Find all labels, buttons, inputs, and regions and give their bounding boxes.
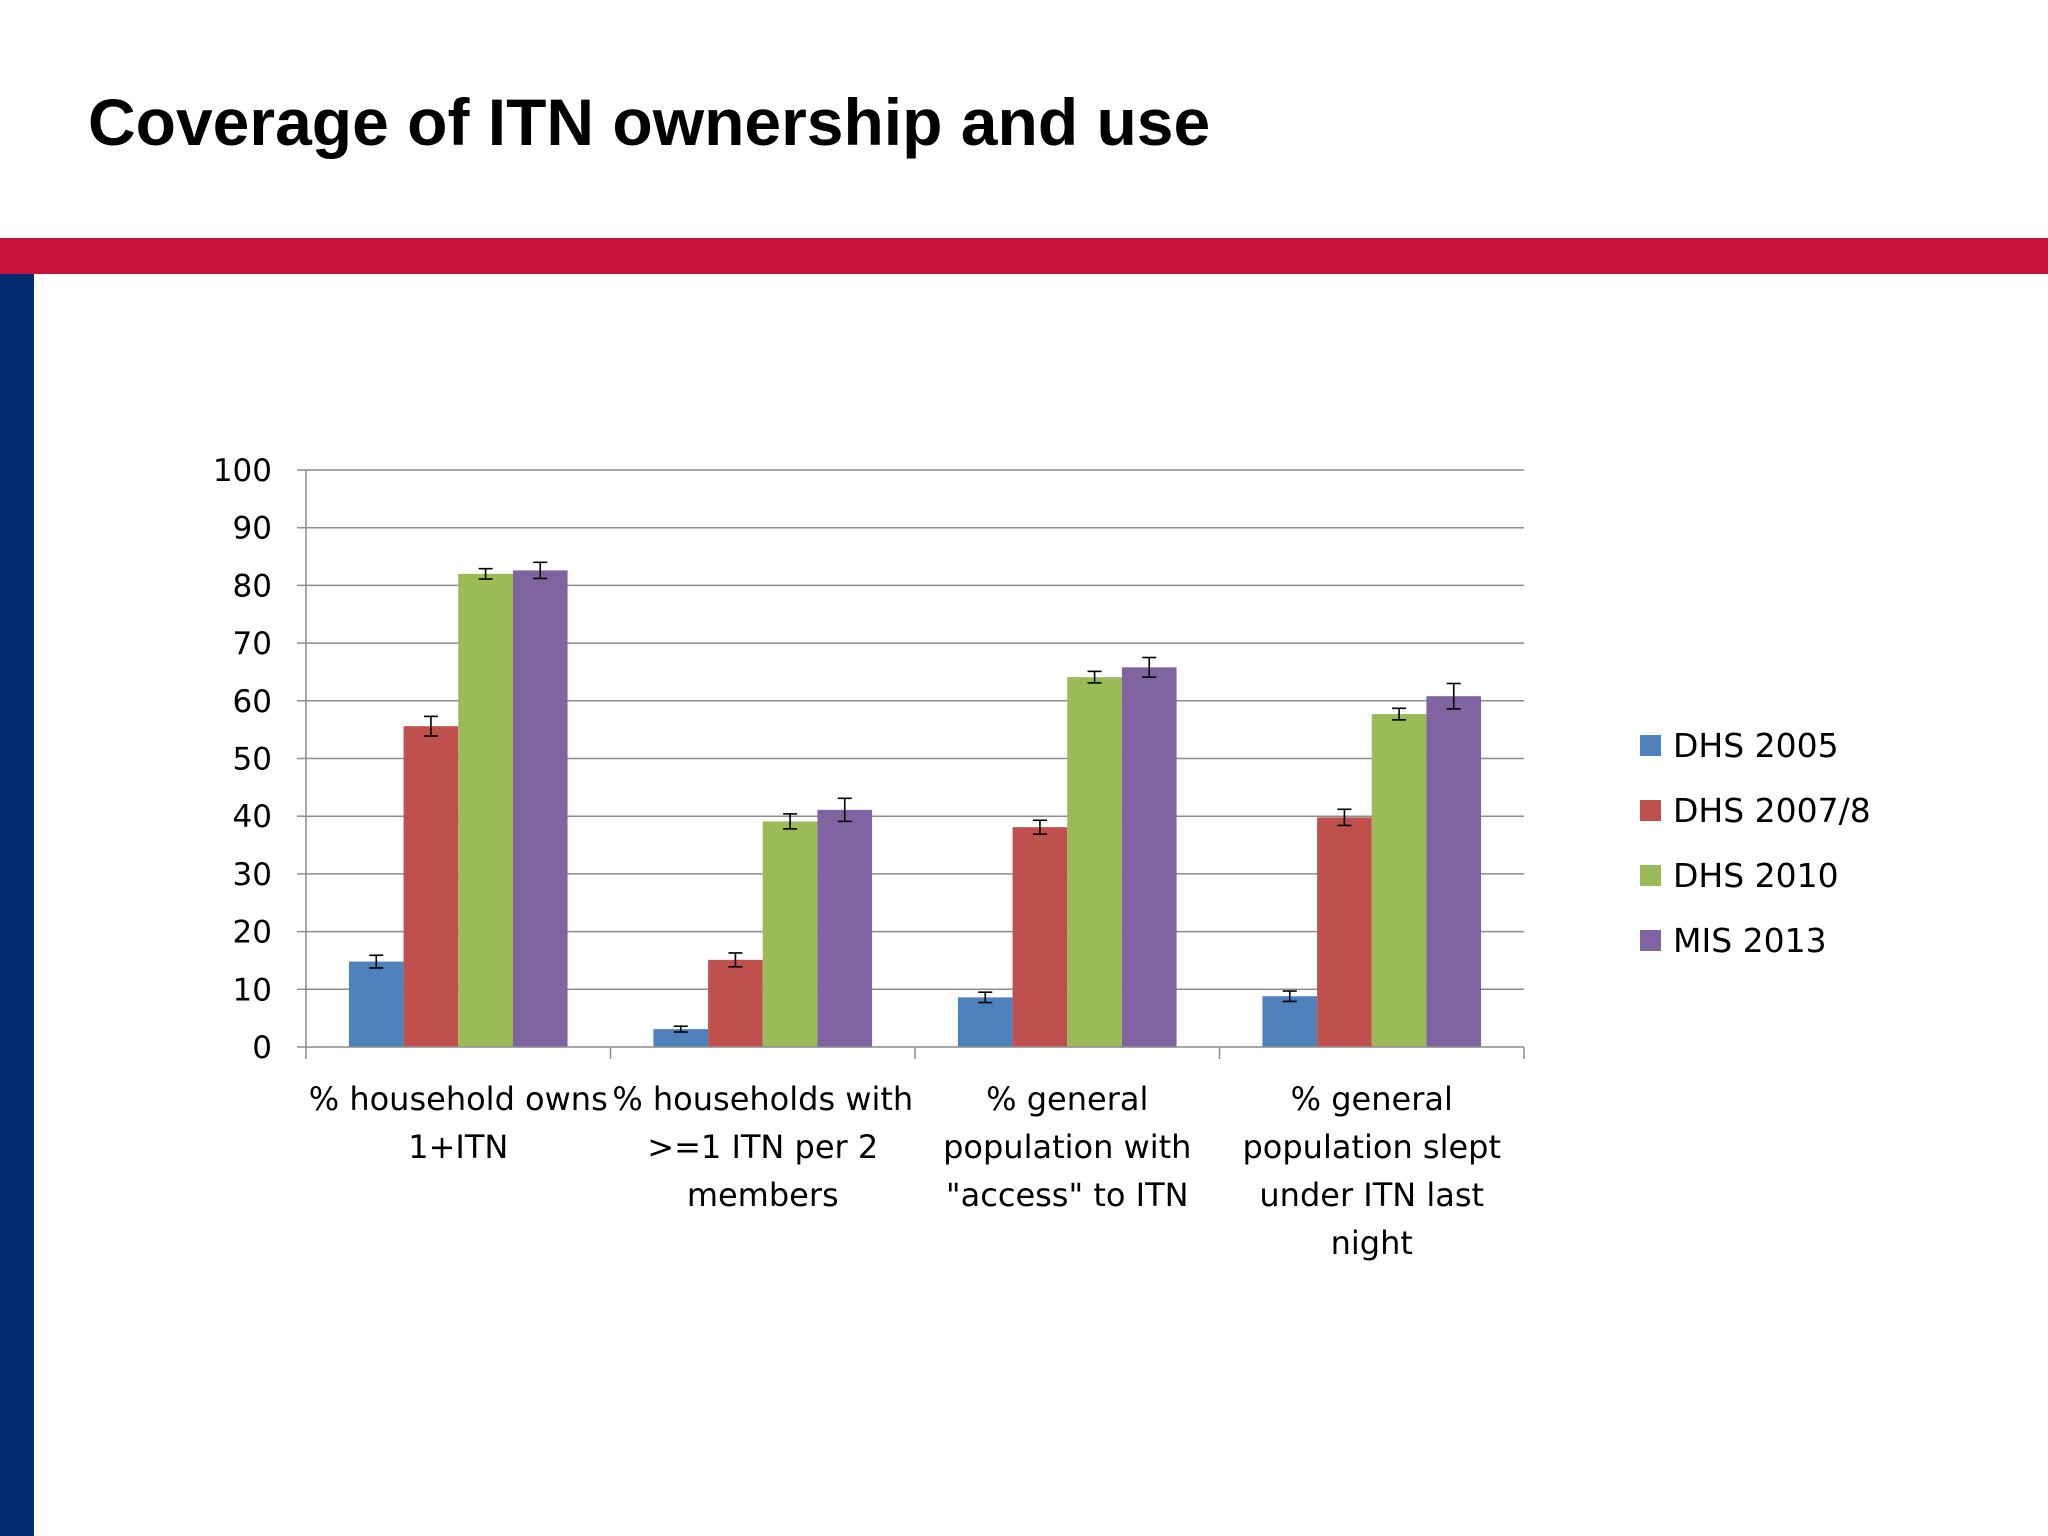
x-category-label-line: % households with [612,1080,913,1118]
bar-3-1 [817,809,873,1047]
bar-1-0 [403,726,459,1047]
bar-0-0 [348,961,404,1047]
x-category-label-line: under ITN last [1259,1176,1484,1214]
header-divider-bar [0,238,2048,274]
bar-0-1 [653,1029,709,1047]
x-category-label: % general population slept under ITN last n… [1242,1080,1501,1262]
legend-swatch [1640,800,1661,821]
y-tick-label: 100 [213,453,272,489]
bar-3-0 [512,570,568,1047]
x-category-label-line: 1+ITN [408,1128,508,1166]
legend-label: DHS 2005 [1673,726,1839,765]
y-tick-label: 70 [233,626,272,662]
x-category-label-line: population with [943,1128,1191,1166]
x-category-label-line: night [1331,1224,1413,1262]
x-category-label: % household owns 1+ITN [309,1080,608,1166]
bar-0-2 [957,997,1013,1047]
legend-swatch [1640,865,1661,886]
x-category-label-line: >=1 ITN per 2 [647,1128,878,1166]
y-tick-label: 10 [233,972,272,1008]
axes: 0 10 20 30 40 50 60 70 80 90 100 % household owns 1+… [213,453,1525,1262]
bar-3-3 [1426,696,1482,1047]
bar-0-3 [1262,996,1318,1047]
x-category-label-line: members [687,1176,839,1214]
error-bars [369,561,1461,1033]
y-tick-label: 20 [233,915,272,951]
legend-label: DHS 2010 [1673,856,1839,895]
y-tick-label: 0 [252,1030,272,1066]
bar-1-2 [1012,827,1068,1047]
bar-2-0 [458,573,513,1047]
y-tick-label: 80 [233,568,272,604]
y-tick-label: 90 [233,511,272,547]
y-tick-label: 50 [233,742,272,778]
y-tick-label: 40 [233,799,272,835]
legend-label: MIS 2013 [1673,921,1827,960]
legend: DHS 2005 DHS 2007/8 DHS 2010 MIS 2013 [1640,726,1871,960]
x-category-label-line: % household owns [309,1080,608,1118]
bar-3-2 [1121,667,1177,1047]
x-category-label: % households with >=1 ITN per 2 members [612,1080,913,1214]
legend-swatch [1640,930,1661,951]
y-tick-label: 30 [233,857,272,893]
x-category-label: % general population with "access" to ITN [943,1080,1191,1214]
bar-2-3 [1371,714,1427,1047]
bars [348,570,1482,1047]
bar-1-3 [1317,817,1372,1047]
bar-1-1 [708,959,763,1047]
bar-2-2 [1067,677,1122,1047]
legend-swatch [1640,735,1661,756]
x-category-label-line: "access" to ITN [946,1176,1189,1214]
y-tick-label: 60 [233,684,272,720]
bar-2-1 [762,821,818,1047]
side-accent-bar [0,274,34,1536]
slide-title: Coverage of ITN ownership and use [88,85,1211,159]
x-category-label-line: population slept [1242,1128,1501,1166]
x-category-label-line: % general [986,1080,1148,1118]
x-category-label-line: % general [1291,1080,1453,1118]
legend-label: DHS 2007/8 [1673,791,1871,830]
